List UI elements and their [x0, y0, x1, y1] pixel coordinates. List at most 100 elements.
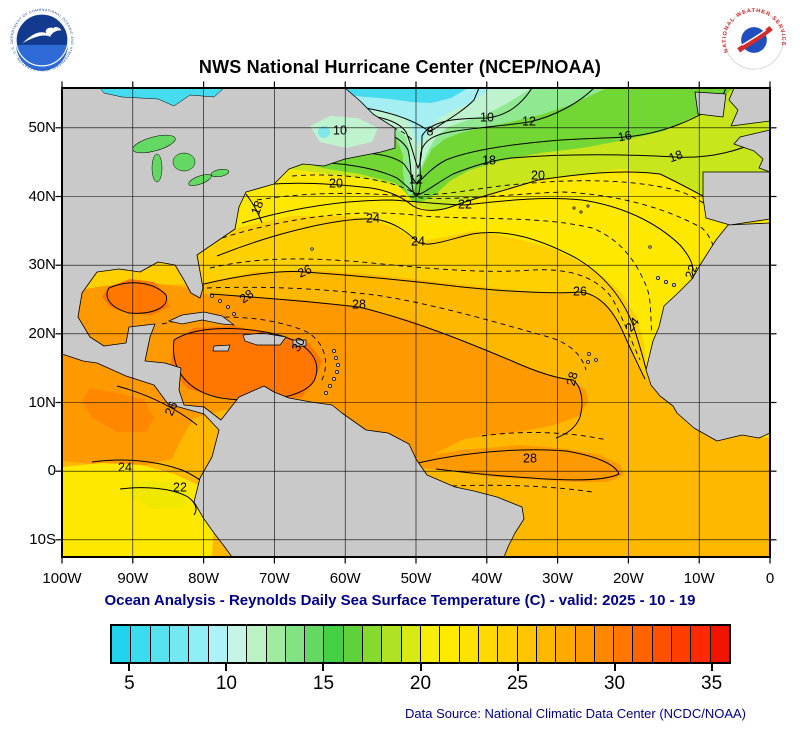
colorbar-tick	[516, 664, 519, 671]
colorbar-cell	[285, 626, 305, 662]
colorbar-tick-label: 15	[312, 673, 335, 694]
lon-tick-label: 80W	[188, 570, 220, 587]
contour-label: 12	[409, 172, 423, 186]
contour-label: 22	[458, 197, 472, 211]
colorbar-cell	[150, 626, 169, 662]
lat-tick-label: 40N	[28, 187, 56, 205]
colorbar-cell	[131, 626, 150, 662]
colorbar-cell	[112, 626, 131, 662]
colorbar-cell	[556, 626, 575, 662]
lon-tick-label: 10W	[683, 570, 715, 587]
colorbar-cell	[575, 626, 594, 662]
gulf-st-lawrence	[310, 116, 378, 148]
contour-label: 18	[482, 153, 496, 167]
lon-tick-label: 60W	[329, 570, 361, 587]
contour-label: 28	[523, 451, 537, 465]
contour-label: 18	[248, 199, 266, 217]
colorbar-cell	[672, 626, 691, 662]
colorbar-cell	[440, 626, 459, 662]
axis-ticks	[55, 81, 777, 564]
sst-map-plot: 10 8 10 12 16 18 18 20 20 12 18 22 24 24 26 28 28 26 24 22 3…	[55, 81, 777, 564]
contour-label: 30	[289, 335, 308, 354]
colorbar-cell	[594, 626, 614, 662]
noaa-logo: NATIONAL OCEANIC AND ATMOSPHERIC ADMINIS…	[10, 8, 74, 72]
contour-label: 18	[667, 147, 685, 165]
contour-label: 24	[118, 460, 132, 474]
land-africa	[645, 222, 771, 442]
contour-label: 28	[237, 287, 256, 306]
noaa-logo-innerring	[15, 13, 69, 67]
lat-tick-label: 50N	[28, 118, 56, 136]
nws-swoosh-icon	[737, 26, 773, 53]
land-americas	[61, 87, 525, 558]
lon-tick-label: 100W	[42, 570, 82, 587]
colorbar-cell	[691, 626, 710, 662]
contour-label: 28	[564, 370, 581, 387]
hudson-bay	[99, 87, 225, 107]
lake-huron	[172, 152, 196, 172]
land-ireland	[694, 91, 727, 118]
lon-tick-label: 50W	[400, 570, 432, 587]
colorbar-cell	[517, 626, 536, 662]
data-source-text: Data Source: National Climatic Data Cent…	[405, 706, 746, 721]
contour-label: 28	[352, 297, 366, 311]
colorbar-cell	[266, 626, 285, 662]
colorbar-cell	[324, 626, 343, 662]
island-cuba	[167, 311, 236, 326]
colorbar-cell	[169, 626, 189, 662]
lakes	[99, 87, 378, 186]
lake-ontario	[210, 168, 230, 178]
lat-tick-label: 10N	[28, 393, 56, 411]
colorbar-tick	[710, 664, 713, 671]
lon-tick-label: 40W	[471, 570, 503, 587]
colorbar-cell	[421, 626, 440, 662]
map-frame	[61, 87, 771, 558]
contour-label: 26	[573, 284, 587, 298]
contour-labels: 10 8 10 12 16 18 18 20 20 12 18 22 24 24 26 28 28 26 24 22 3…	[118, 110, 700, 494]
contour-label: 20	[531, 168, 545, 182]
colorbar-tick-label: 20	[409, 673, 432, 694]
island-puerto-rico	[292, 339, 307, 347]
lon-tick-label: 30W	[542, 570, 574, 587]
land-britain	[728, 87, 771, 127]
colorbar-cell	[478, 626, 498, 662]
contour-lines	[91, 87, 762, 516]
lon-tick-label: 20W	[612, 570, 644, 587]
colorbar-tick	[128, 664, 131, 671]
colorbar-cell	[363, 626, 382, 662]
noaa-logo-sea	[16, 44, 68, 71]
colorbar-tick	[225, 664, 228, 671]
colorbar-tick-label: 10	[215, 673, 237, 694]
colorbar-cell	[208, 626, 227, 662]
contour-label: 24	[366, 211, 380, 225]
colorbar-cell	[227, 626, 247, 662]
lon-tick-label: 70W	[258, 570, 290, 587]
lat-tick-label: 30N	[28, 256, 56, 274]
lon-tick-label: 90W	[117, 570, 149, 587]
nws-swoosh-highlight	[741, 29, 767, 46]
map-caption: Ocean Analysis - Reynolds Daily Sea Surf…	[104, 592, 696, 609]
island-hispaniola	[242, 332, 287, 346]
colorbar-cell	[614, 626, 633, 662]
contour-label: 20	[329, 176, 343, 190]
noaa-gull-icon	[22, 27, 62, 44]
island-jamaica	[212, 344, 231, 352]
lake-michigan	[151, 153, 163, 183]
land-iberia	[702, 171, 771, 226]
contour-label: 22	[173, 480, 187, 494]
lat-tick-label: 10S	[29, 530, 56, 548]
contour-label: 8	[427, 124, 434, 138]
colorbar-cell	[633, 626, 652, 662]
colorbar-cell	[247, 626, 266, 662]
colorbar-tick	[613, 664, 616, 671]
colorbar-cell	[401, 626, 420, 662]
contour-label: 26	[162, 399, 181, 418]
colorbar-cell	[189, 626, 208, 662]
sst-map: 10 8 10 12 16 18 18 20 20 12 18 22 24 24 26 28 28 26 24 22 3…	[54, 80, 778, 565]
lat-tick-label: 0	[47, 462, 56, 480]
contour-label: 12	[522, 114, 536, 128]
colorbar-cell	[459, 626, 478, 662]
colorbar-tick-label: 5	[124, 673, 135, 694]
colorbar-tick-label: 30	[603, 673, 626, 694]
